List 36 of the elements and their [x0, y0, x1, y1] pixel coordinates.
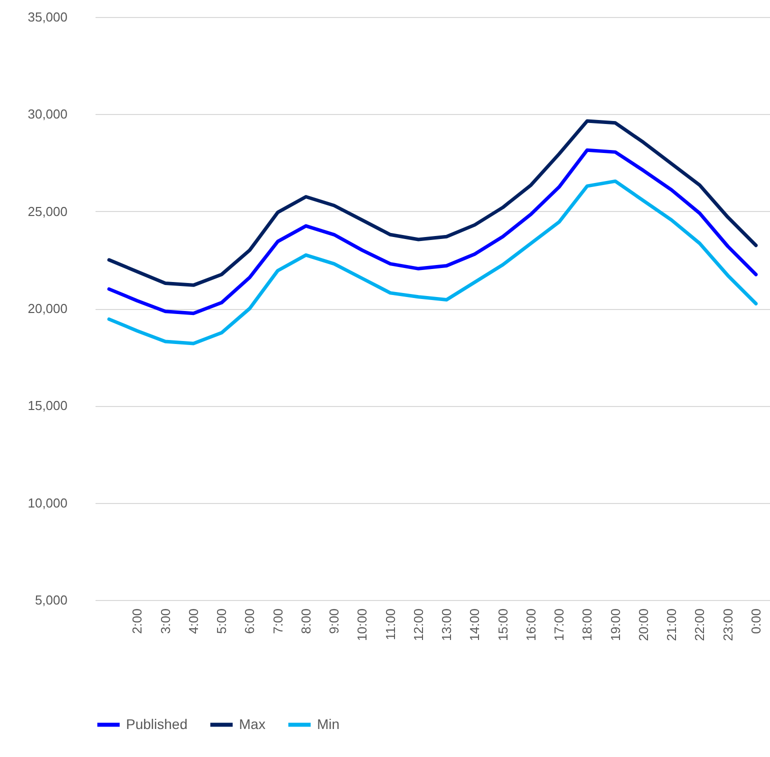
x-tick-label: 14:00 [467, 608, 482, 642]
x-tick-label: 22:00 [692, 608, 708, 642]
x-tick-label: 7:00 [270, 608, 286, 634]
y-tick-label: 30,000 [28, 106, 68, 122]
x-tick-label: 19:00 [608, 608, 623, 642]
legend-label: Max [239, 716, 266, 732]
x-tick-label: 10:00 [354, 608, 370, 642]
legend-label: Published [126, 716, 188, 732]
x-tick-label: 21:00 [664, 608, 680, 642]
x-tick-label: 0:00 [748, 608, 764, 634]
x-tick-label: 4:00 [186, 608, 201, 634]
y-tick-label: 20,000 [28, 301, 68, 316]
x-tick-label: 20:00 [636, 608, 651, 642]
x-tick-label: 6:00 [242, 608, 258, 634]
line-series [107, 179, 758, 346]
x-tick-label: 17:00 [552, 608, 567, 642]
x-tick-label: 16:00 [523, 608, 538, 642]
x-tick-label: 8:00 [298, 608, 314, 634]
x-tick-label: 23:00 [720, 608, 736, 642]
y-tick-label: 10,000 [28, 495, 68, 510]
x-tick-label: 11:00 [382, 608, 398, 640]
x-tick-label: 13:00 [439, 608, 454, 642]
x-tick-label: 12:00 [410, 608, 426, 642]
line-series [107, 148, 758, 316]
x-tick-label: 18:00 [580, 608, 595, 642]
legend-label: Min [317, 716, 340, 732]
y-tick-label: 15,000 [28, 398, 68, 414]
line-series [107, 119, 758, 287]
x-tick-label: 9:00 [326, 608, 342, 634]
x-tick-label: 15:00 [495, 608, 510, 642]
y-tick-label: 35,000 [28, 10, 68, 24]
x-tick-label: 5:00 [214, 608, 230, 634]
x-tick-label: 3:00 [158, 608, 173, 634]
y-tick-label: 25,000 [28, 204, 68, 219]
y-tick-label: 5,000 [34, 592, 68, 608]
x-tick-label: 2:00 [130, 608, 145, 634]
